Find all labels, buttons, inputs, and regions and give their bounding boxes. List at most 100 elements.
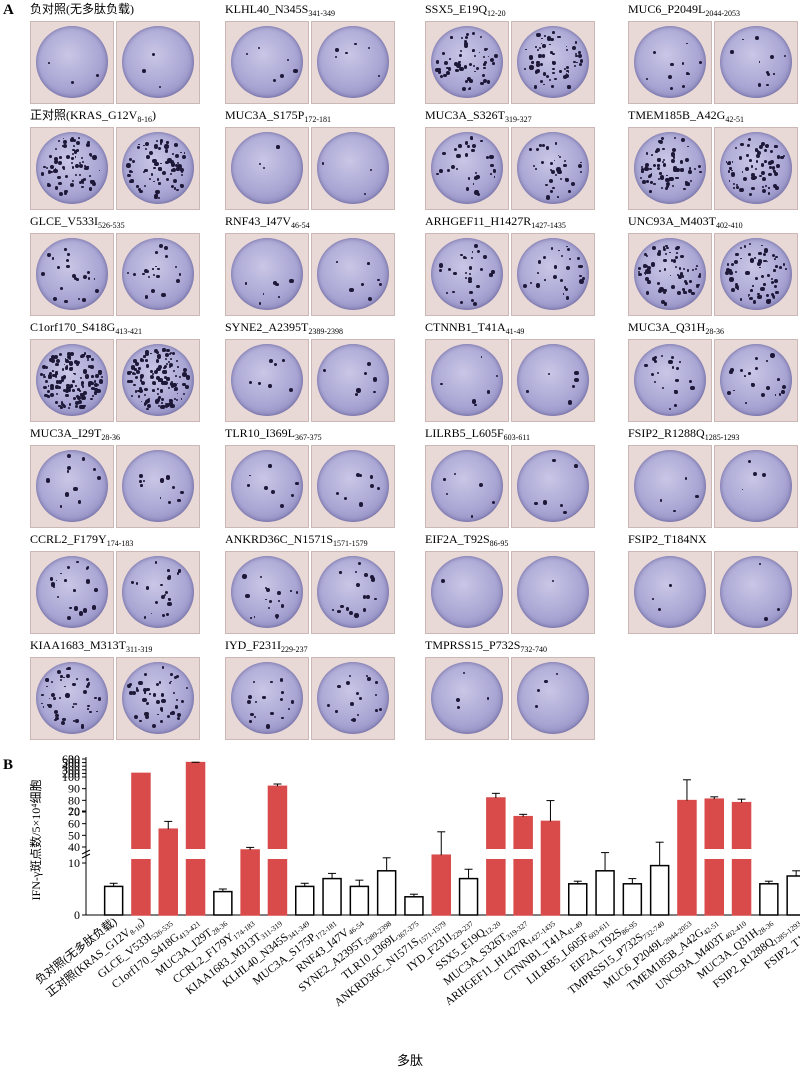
- ifn-gamma-spot: [750, 289, 753, 292]
- ifn-gamma-spot: [64, 358, 69, 363]
- well-condition-label: ANKRD36C_N1571S1571-1579: [225, 532, 368, 551]
- well-membrane: [122, 450, 194, 522]
- elispot-well: [30, 339, 114, 422]
- ifn-gamma-spot: [88, 355, 92, 359]
- ifn-gamma-spot: [729, 370, 733, 375]
- ifn-gamma-spot: [761, 188, 767, 194]
- ifn-gamma-spot: [435, 60, 440, 64]
- well-pair: [30, 445, 202, 528]
- ifn-gamma-spot: [463, 255, 466, 259]
- ifn-gamma-spot: [156, 713, 159, 716]
- ifn-gamma-spot: [151, 373, 154, 376]
- ifn-gamma-spot: [163, 370, 167, 374]
- ifn-gamma-spot: [674, 378, 679, 383]
- ifn-gamma-spot: [80, 725, 85, 729]
- ifn-gamma-spot: [491, 59, 494, 62]
- ifn-gamma-spot: [71, 157, 74, 160]
- ifn-gamma-spot: [545, 146, 550, 150]
- ifn-gamma-spot: [762, 185, 764, 188]
- ifn-gamma-spot: [491, 500, 495, 505]
- ifn-gamma-spot: [94, 392, 97, 396]
- ifn-gamma-spot: [45, 677, 50, 682]
- ifn-gamma-spot: [563, 164, 567, 168]
- ifn-gamma-spot: [128, 691, 133, 695]
- ifn-gamma-spot: [54, 168, 57, 171]
- ifn-gamma-spot: [467, 145, 471, 149]
- ifn-gamma-spot: [650, 181, 653, 184]
- ifn-gamma-spot: [579, 274, 582, 277]
- ifn-gamma-spot: [135, 688, 140, 693]
- ifn-gamma-spot: [48, 375, 53, 380]
- ifn-gamma-spot: [465, 141, 469, 145]
- ifn-gamma-spot: [170, 162, 175, 167]
- ifn-gamma-spot: [55, 714, 59, 718]
- ifn-gamma-spot: [168, 386, 171, 389]
- ifn-gamma-spot: [61, 367, 65, 371]
- ifn-gamma-spot: [551, 67, 555, 71]
- ifn-gamma-spot: [176, 572, 180, 575]
- ifn-gamma-spot: [657, 177, 661, 181]
- ifn-gamma-spot: [554, 173, 557, 176]
- ifn-gamma-spot: [54, 147, 57, 150]
- ifn-gamma-spot: [646, 280, 651, 284]
- ifn-gamma-spot: [75, 384, 78, 387]
- ifn-gamma-spot: [542, 500, 548, 505]
- ifn-gamma-spot: [687, 288, 692, 294]
- ifn-gamma-spot: [535, 147, 540, 152]
- elispot-well: [30, 445, 114, 528]
- ifn-gamma-spot: [262, 695, 266, 700]
- ifn-gamma-spot: [687, 72, 690, 76]
- ifn-gamma-spot: [339, 604, 344, 609]
- y-tick-label: 0: [74, 908, 80, 922]
- ifn-gamma-spot: [673, 165, 678, 170]
- ifn-gamma-spot: [76, 140, 81, 145]
- ifn-gamma-spot: [749, 258, 754, 263]
- ifn-gamma-spot: [755, 36, 760, 41]
- ifn-gamma-spot: [84, 374, 90, 379]
- ifn-gamma-spot: [729, 167, 732, 170]
- ifn-gamma-spot: [483, 254, 488, 259]
- ifn-gamma-spot: [59, 407, 62, 410]
- well-condition-label: CCRL2_F179Y174-183: [30, 532, 133, 551]
- y-tick-label: 600: [62, 755, 80, 766]
- ifn-gamma-spot: [75, 149, 79, 152]
- ifn-gamma-spot: [695, 494, 699, 499]
- x-axis-title: 多肽: [397, 1053, 423, 1068]
- ifn-gamma-spot: [156, 354, 161, 359]
- ifn-gamma-spot: [346, 681, 351, 686]
- ifn-gamma-spot: [93, 379, 97, 383]
- ifn-gamma-spot: [652, 50, 657, 54]
- ifn-gamma-spot: [683, 187, 686, 191]
- ifn-gamma-spot: [472, 183, 475, 185]
- bar: [540, 820, 561, 916]
- ifn-gamma-spot: [664, 252, 668, 256]
- ifn-gamma-spot: [332, 609, 334, 611]
- ifn-gamma-spot: [56, 596, 59, 599]
- elispot-well: [225, 445, 309, 528]
- ifn-gamma-spot: [47, 170, 52, 174]
- ifn-gamma-spot: [61, 379, 64, 382]
- ifn-gamma-spot: [359, 696, 363, 700]
- ifn-gamma-spot: [64, 366, 69, 370]
- ifn-gamma-spot: [87, 708, 89, 711]
- well-membrane: [231, 450, 303, 522]
- ifn-gamma-spot: [167, 360, 170, 363]
- well-membrane: [231, 556, 303, 628]
- ifn-gamma-spot: [69, 352, 75, 357]
- ifn-gamma-spot: [734, 270, 737, 273]
- ifn-gamma-spot: [525, 48, 527, 51]
- ifn-gamma-spot: [269, 599, 273, 604]
- well-pair: [30, 657, 202, 740]
- ifn-gamma-spot: [55, 159, 58, 162]
- ifn-gamma-spot: [129, 370, 132, 373]
- well-pair: [30, 233, 202, 316]
- bar: [322, 877, 342, 916]
- ifn-gamma-spot: [142, 170, 145, 173]
- ifn-gamma-spot: [86, 141, 90, 144]
- ifn-gamma-spot: [165, 178, 169, 182]
- ifn-gamma-spot: [63, 676, 66, 679]
- ifn-gamma-spot: [465, 33, 469, 37]
- ifn-gamma-spot: [539, 80, 543, 84]
- ifn-gamma-spot: [550, 190, 553, 193]
- ifn-gamma-spot: [170, 385, 174, 389]
